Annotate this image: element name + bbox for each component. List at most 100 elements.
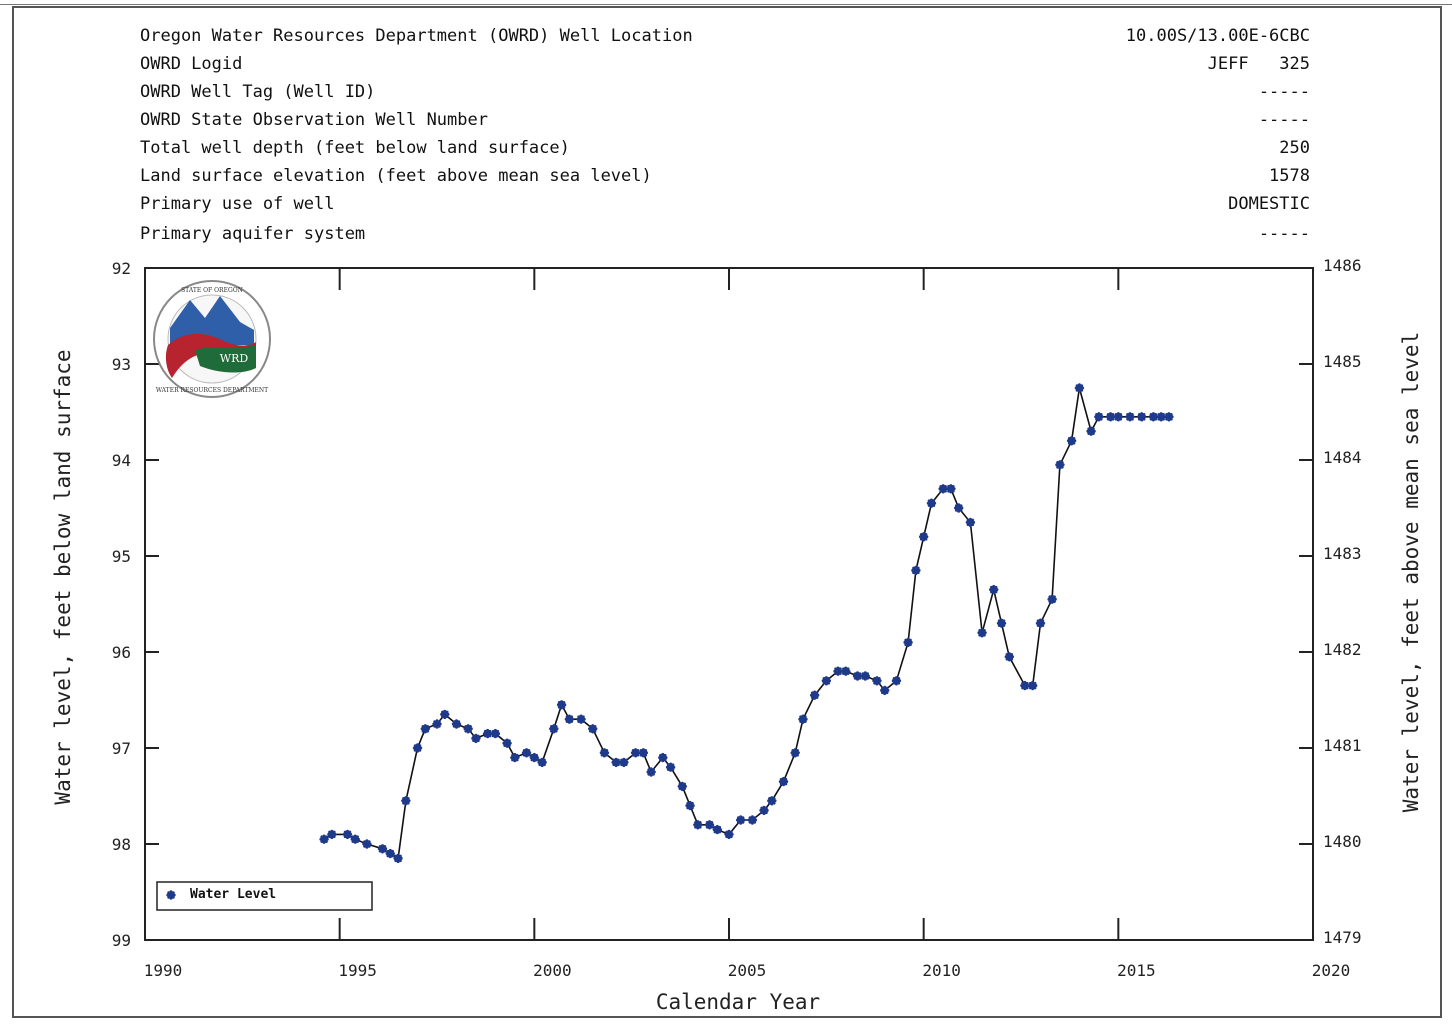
axis-ticks: 1990 1995 2000 2005 2010 2015 2020 92 1486 93 1485… [112, 256, 1362, 980]
y-tick-label-right: 1486 [1323, 256, 1362, 275]
info-row-well-tag: OWRD Well Tag (Well ID) ----- [140, 82, 1310, 106]
data-point [778, 776, 789, 787]
series-layer [319, 383, 1174, 864]
data-point [841, 666, 851, 676]
x-tick-label: 1995 [338, 961, 377, 980]
data-point [1074, 383, 1085, 393]
y-tick-label: 96 [112, 643, 131, 662]
data-point [1156, 412, 1166, 422]
data-point [852, 671, 863, 681]
info-value: 10.00S/13.00E-6CBC [1125, 26, 1310, 46]
y-tick-label: 92 [112, 259, 131, 278]
data-point [658, 752, 668, 763]
y-axis-label-right: Water level, feet above mean sea level [1399, 332, 1423, 812]
data-point [977, 628, 987, 638]
data-point [1086, 426, 1096, 436]
data-point [549, 724, 559, 734]
y-tick-label: 95 [112, 547, 131, 566]
data-point [735, 815, 746, 825]
logo-text-top: STATE OF OREGON [181, 287, 243, 294]
data-point [1066, 436, 1077, 446]
data-point [521, 748, 532, 758]
data-point [872, 676, 882, 686]
data-point [891, 676, 902, 686]
data-point [790, 748, 800, 758]
y-tick-label-right: 1480 [1323, 832, 1362, 851]
top-border [0, 0, 1452, 5]
data-point [1055, 460, 1065, 470]
data-point [685, 800, 695, 811]
info-row-location: Oregon Water Resources Department (OWRD)… [140, 26, 1310, 50]
info-value: 1578 [1269, 166, 1310, 186]
plot-area [144, 267, 1314, 941]
data-point [502, 738, 512, 748]
data-point [471, 733, 481, 744]
data-point [432, 719, 442, 729]
data-point [646, 767, 656, 777]
legend-label: Water Level [190, 887, 276, 902]
y-tick-label-right: 1484 [1323, 448, 1362, 467]
data-point [809, 690, 820, 700]
data-point [490, 728, 501, 739]
data-point [954, 503, 964, 513]
info-row-total-depth: Total well depth (feet below land surfac… [140, 138, 1310, 162]
info-value: DOMESTIC [1228, 194, 1310, 214]
y-tick-label-right: 1481 [1323, 736, 1362, 755]
data-point [342, 829, 353, 840]
data-point [619, 757, 629, 768]
info-value: ----- [1258, 110, 1310, 130]
data-point [1004, 652, 1015, 662]
data-point [377, 844, 388, 854]
info-value: ----- [1258, 82, 1310, 102]
data-point [724, 829, 734, 840]
data-point [1094, 412, 1104, 422]
data-point [385, 848, 395, 859]
data-point [798, 714, 808, 724]
data-point [946, 484, 956, 494]
data-point [440, 709, 450, 720]
data-point [350, 834, 360, 844]
x-tick-label: 2000 [533, 961, 572, 980]
data-point [556, 700, 567, 710]
logo-river-icon [165, 333, 256, 378]
data-point [412, 743, 423, 753]
data-point [712, 824, 723, 835]
x-tick-label: 2010 [922, 961, 961, 980]
info-label: OWRD Well Tag (Well ID) [140, 82, 376, 102]
logo-field-icon [195, 344, 256, 373]
data-point [576, 714, 586, 724]
data-point [362, 839, 372, 849]
data-point [747, 815, 758, 825]
data-point [611, 757, 621, 768]
data-point [401, 796, 411, 806]
data-point [1047, 594, 1057, 604]
info-label: Primary use of well [140, 194, 335, 214]
y-tick-label-right: 1485 [1323, 352, 1362, 371]
y-tick-label: 99 [112, 931, 131, 950]
data-point [880, 685, 890, 696]
data-point [965, 517, 976, 528]
y-tick-label-right: 1479 [1323, 928, 1362, 947]
x-axis-label: Calendar Year [656, 990, 820, 1014]
y-tick-label: 93 [112, 355, 131, 374]
data-point [1148, 412, 1159, 422]
well-info-table: Oregon Water Resources Department (OWRD)… [0, 0, 1452, 260]
data-point [918, 532, 929, 542]
data-point [529, 752, 540, 763]
data-point [638, 748, 649, 758]
info-label: Land surface elevation (feet above mean … [140, 166, 652, 186]
data-point [704, 820, 715, 830]
data-point [926, 498, 937, 508]
data-point [1113, 412, 1124, 422]
info-row-observation-number: OWRD State Observation Well Number ----- [140, 110, 1310, 134]
data-point [463, 724, 473, 734]
data-point [989, 584, 999, 595]
info-row-logid: OWRD Logid JEFF 325 [140, 54, 1310, 78]
info-label: Total well depth (feet below land surfac… [140, 138, 570, 158]
logo-abbr: WRD [220, 352, 249, 365]
data-point [938, 484, 948, 494]
y-tick-label-right: 1483 [1323, 544, 1362, 563]
legend-marker-icon [166, 890, 176, 900]
info-label: OWRD Logid [140, 54, 243, 74]
data-point [393, 853, 403, 864]
